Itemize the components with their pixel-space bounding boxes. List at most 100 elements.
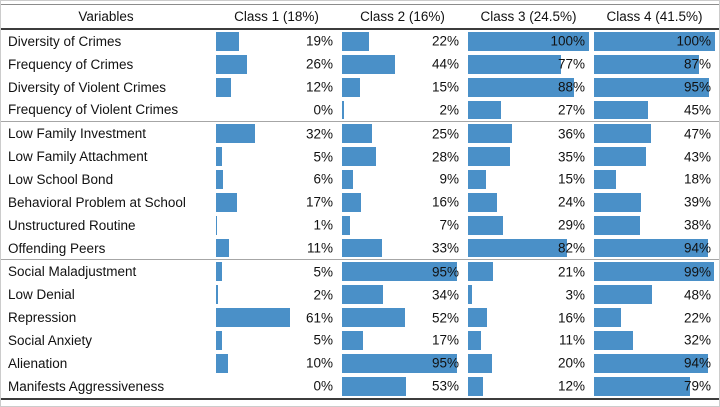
percent-label: 87% — [683, 56, 711, 72]
bar-cell: 16% — [468, 306, 589, 329]
row-group: Low Family Investment 32% 25% 36% 47% Lo… — [1, 121, 719, 259]
bar — [594, 262, 714, 282]
bar — [594, 308, 621, 327]
bar — [594, 353, 708, 373]
bar — [216, 124, 255, 144]
bar — [342, 124, 373, 144]
bar — [342, 192, 362, 212]
percent-label: 32% — [683, 332, 711, 348]
percent-label: 77% — [557, 56, 585, 72]
percent-label: 44% — [431, 56, 459, 72]
column-header-class-3: Class 3 (24.5%) — [480, 9, 577, 24]
bar-cell: 26% — [216, 53, 337, 76]
percent-label: 95% — [683, 79, 711, 95]
bar — [342, 308, 405, 327]
table-row: Offending Peers 11% 33% 82% 94% — [1, 237, 719, 260]
bar-cell: 27% — [468, 99, 589, 122]
percent-label: 47% — [683, 126, 711, 142]
bar-cell: 77% — [468, 53, 589, 76]
bar-cell: 52% — [342, 306, 463, 329]
percent-label: 17% — [305, 194, 333, 210]
bar-cell: 79% — [594, 375, 715, 398]
percent-label: 16% — [557, 309, 585, 325]
bar — [468, 215, 504, 235]
bar — [468, 238, 568, 258]
percent-label: 2% — [439, 102, 459, 118]
bar-cell: 17% — [342, 329, 463, 352]
variable-label: Diversity of Crimes — [8, 33, 122, 49]
bar — [342, 77, 361, 97]
bar — [216, 353, 229, 373]
percent-label: 32% — [305, 126, 333, 142]
bar — [594, 215, 640, 235]
bar-cell: 45% — [594, 99, 715, 122]
percent-label: 100% — [676, 33, 711, 49]
bar-cell: 0% — [216, 99, 337, 122]
bar — [468, 285, 472, 305]
variable-label: Social Anxiety — [8, 332, 93, 348]
bar — [216, 215, 218, 235]
column-header-variables: Variables — [78, 9, 134, 24]
bar — [216, 330, 223, 350]
percent-label: 2% — [313, 286, 333, 302]
bar-cell: 1% — [216, 214, 337, 237]
bar — [216, 77, 231, 97]
bar — [342, 54, 396, 74]
percent-label: 95% — [431, 355, 459, 371]
column-header-class-1: Class 1 (18%) — [234, 9, 319, 24]
bar-cell: 95% — [594, 76, 715, 99]
percent-label: 17% — [431, 332, 459, 348]
percent-label: 33% — [431, 240, 459, 256]
bar — [468, 32, 589, 51]
bar-cell: 2% — [342, 99, 463, 122]
percent-label: 20% — [557, 355, 585, 371]
percent-label: 99% — [683, 264, 711, 280]
percent-label: 0% — [313, 102, 333, 118]
bar-cell: 0% — [216, 375, 337, 398]
bar-cell: 5% — [216, 329, 337, 352]
percent-label: 88% — [557, 79, 585, 95]
bar — [468, 100, 501, 120]
percent-label: 53% — [431, 378, 459, 394]
percent-label: 6% — [313, 171, 333, 187]
bar — [468, 192, 498, 212]
bar — [594, 170, 616, 189]
bar — [216, 285, 219, 305]
bar — [468, 170, 487, 189]
bar — [468, 353, 493, 373]
bar-cell: 9% — [342, 168, 463, 191]
percent-label: 29% — [557, 217, 585, 233]
percent-label: 15% — [431, 79, 459, 95]
bar — [594, 192, 642, 212]
table-header-row: Variables Class 1 (18%) Class 2 (16%) Cl… — [1, 4, 719, 30]
bar-cell: 5% — [216, 260, 337, 283]
percent-label: 12% — [557, 378, 585, 394]
variable-label: Low School Bond — [8, 171, 114, 187]
table-row: Low Denial 2% 34% 3% 48% — [1, 283, 719, 306]
percent-label: 5% — [313, 332, 333, 348]
bar-cell: 61% — [216, 306, 337, 329]
column-header-class-4: Class 4 (41.5%) — [606, 9, 703, 24]
bar — [342, 262, 457, 282]
bar-cell: 100% — [468, 30, 589, 53]
bar — [342, 238, 382, 258]
bar — [342, 353, 457, 373]
variable-label: Manifests Aggressiveness — [8, 378, 165, 394]
table-row: Diversity of Crimes 19% 22% 100% 100% — [1, 30, 719, 53]
percent-label: 52% — [431, 309, 459, 325]
variable-label: Diversity of Violent Crimes — [8, 79, 167, 95]
table-row: Social Anxiety 5% 17% 11% 32% — [1, 329, 719, 352]
bar — [468, 77, 575, 97]
percent-label: 0% — [313, 378, 333, 394]
bar-cell: 95% — [342, 260, 463, 283]
percent-label: 7% — [439, 217, 459, 233]
row-group: Diversity of Crimes 19% 22% 100% 100% Fr… — [1, 30, 719, 121]
bar — [468, 308, 488, 327]
bar — [342, 100, 345, 120]
bar-cell: 15% — [468, 168, 589, 191]
bar — [594, 147, 647, 167]
percent-label: 79% — [683, 378, 711, 394]
percent-label: 36% — [557, 126, 585, 142]
percent-label: 94% — [683, 355, 711, 371]
